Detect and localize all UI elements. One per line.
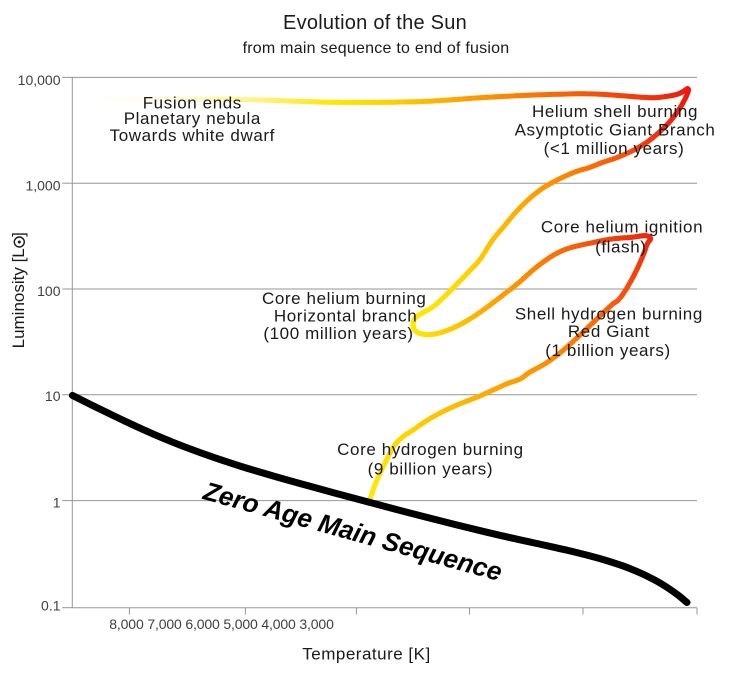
svg-text:0.1: 0.1 xyxy=(41,597,61,613)
svg-text:from main sequence to end of f: from main sequence to end of fusion xyxy=(243,40,510,57)
svg-text:Core helium ignition: Core helium ignition xyxy=(541,218,703,237)
svg-text:Shell hydrogen burning: Shell hydrogen burning xyxy=(515,304,703,323)
svg-text:Fusion ends: Fusion ends xyxy=(143,93,242,112)
svg-text:(1 billion years): (1 billion years) xyxy=(545,341,670,360)
svg-text:Luminosity [L: Luminosity [L xyxy=(9,248,28,348)
svg-text:1,000: 1,000 xyxy=(25,177,60,193)
svg-text:Horizontal branch: Horizontal branch xyxy=(274,306,417,325)
svg-text:1: 1 xyxy=(53,494,61,510)
svg-text:10: 10 xyxy=(45,388,61,404)
svg-text:Planetary nebula: Planetary nebula xyxy=(124,109,261,128)
svg-text:Towards white dwarf: Towards white dwarf xyxy=(110,126,275,145)
svg-text:10,000: 10,000 xyxy=(18,72,61,88)
svg-text:Asymptotic Giant Branch: Asymptotic Giant Branch xyxy=(515,120,716,139)
svg-text:(100 million years): (100 million years) xyxy=(263,324,413,343)
svg-text:Core hydrogen burning: Core hydrogen burning xyxy=(337,440,524,459)
svg-text:8,000 7,000 6,000 5,000 4,000: 8,000 7,000 6,000 5,000 4,000 3,000 xyxy=(109,616,334,632)
svg-text:Helium shell burning: Helium shell burning xyxy=(532,102,698,121)
svg-text:Temperature [K]: Temperature [K] xyxy=(302,645,430,664)
svg-text:Evolution of the Sun: Evolution of the Sun xyxy=(283,12,467,34)
svg-text:(9 billion years): (9 billion years) xyxy=(368,459,493,478)
svg-text:]: ] xyxy=(9,232,28,237)
svg-text:Core helium burning: Core helium burning xyxy=(262,289,426,308)
svg-text:Red Giant: Red Giant xyxy=(568,322,650,341)
svg-text:100: 100 xyxy=(37,283,61,299)
svg-text:(<1 million years): (<1 million years) xyxy=(544,139,685,158)
svg-text:(flash): (flash) xyxy=(595,237,646,256)
